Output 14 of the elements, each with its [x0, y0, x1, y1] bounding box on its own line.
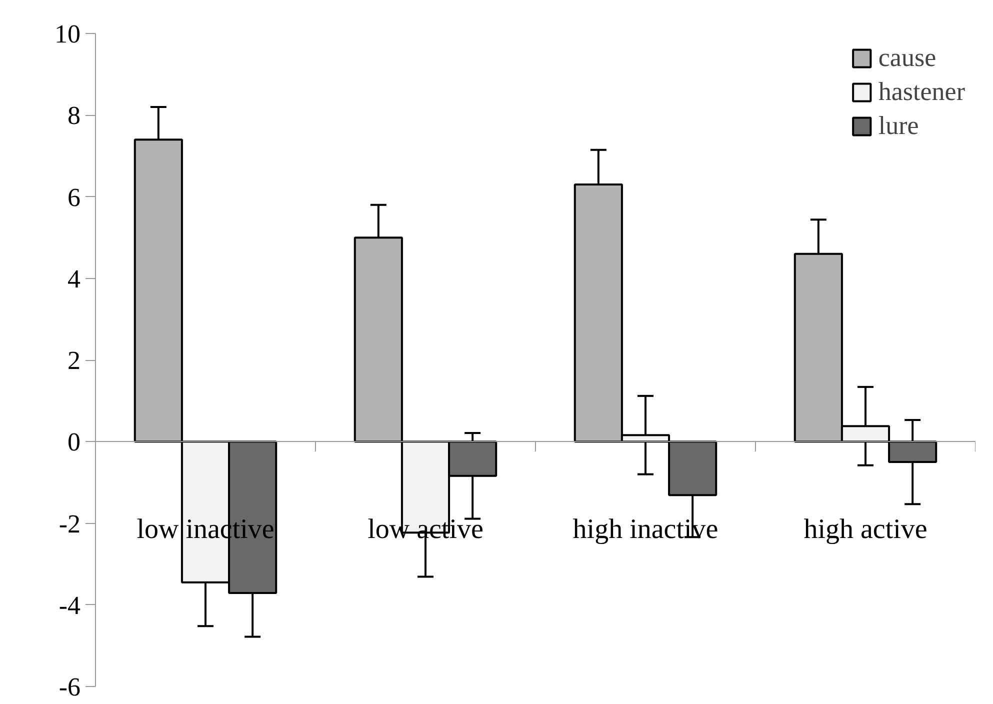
- y-tick-label: 10: [54, 20, 80, 48]
- y-tick-label: 6: [68, 182, 80, 212]
- legend-label: hastener: [878, 77, 965, 107]
- y-tick-label: 0: [68, 428, 80, 457]
- y-tick-label: 4: [68, 264, 80, 294]
- x-tick-label: low inactive: [136, 514, 274, 546]
- y-tick-label: 2: [68, 346, 80, 375]
- y-tick-label: 8: [68, 101, 80, 130]
- x-tick-label: high active: [804, 514, 928, 546]
- y-tick-label: -6: [58, 672, 81, 702]
- y-tick-label: -4: [58, 590, 81, 620]
- legend-label: lure: [878, 111, 919, 141]
- y-tick-label: -2: [58, 509, 81, 538]
- legend-label: cause: [878, 43, 936, 73]
